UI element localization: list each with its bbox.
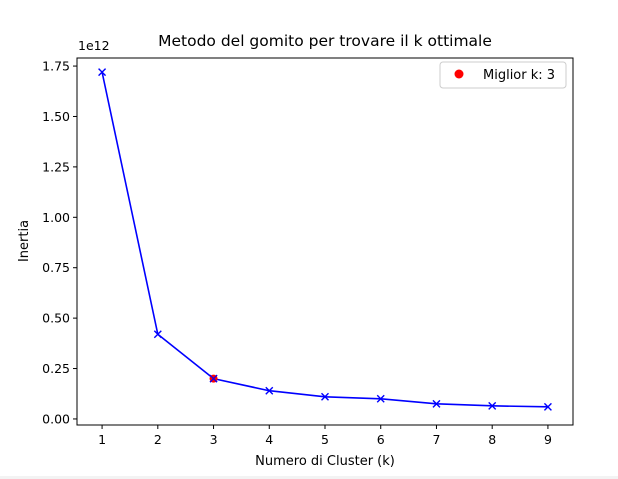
x-tick-label: 5 (321, 432, 329, 447)
y-tick-label: 0.00 (42, 411, 70, 426)
data-point-x-marker (432, 399, 441, 408)
y-tick-label: 0.75 (42, 260, 70, 275)
data-point-x-marker (376, 394, 385, 403)
best-k-overlay-marker (209, 374, 218, 383)
x-tick-label: 1 (98, 432, 106, 447)
x-tick-label: 8 (488, 432, 496, 447)
data-point-x-marker (321, 392, 329, 401)
data-point-x-marker (265, 386, 274, 395)
y-tick-label: 0.50 (42, 311, 70, 326)
data-point-x-marker (153, 330, 162, 339)
legend-marker-red-dot (454, 69, 464, 79)
y-tick-label: 1.75 (42, 59, 70, 74)
y-axis-label: Inertia (17, 220, 32, 262)
axes-frame (76, 57, 574, 426)
legend-label: Miglior k: 3 (483, 68, 555, 83)
x-tick-label: 4 (265, 432, 273, 447)
x-tick-label: 3 (210, 432, 218, 447)
data-point-x-marker (543, 402, 552, 411)
data-point-x-marker (98, 68, 107, 77)
legend: Miglior k: 3 (439, 61, 567, 89)
chart-title: Metodo del gomito per trovare il k ottim… (158, 32, 492, 50)
x-axis-label: Numero di Cluster (k) (255, 454, 395, 469)
y-tick-label: 0.25 (42, 361, 70, 376)
bottom-strip (0, 476, 618, 479)
x-tick-label: 7 (432, 432, 440, 447)
y-tick-label: 1.50 (42, 109, 70, 124)
legend-frame (439, 61, 567, 89)
x-tick-label: 2 (154, 432, 162, 447)
y-offset-label: 1e12 (78, 38, 110, 53)
x-tick-label: 9 (544, 432, 552, 447)
x-tick-label: 6 (377, 432, 385, 447)
y-tick-label: 1.00 (42, 210, 70, 225)
y-tick-label: 1.25 (42, 159, 70, 174)
plot-area: 1 2 3 4 5 6 7 8 9 0.00 0.25 0.50 0.75 1.00 1.25 1.50 1.7… (42, 59, 552, 447)
data-point-x-marker (488, 401, 497, 410)
